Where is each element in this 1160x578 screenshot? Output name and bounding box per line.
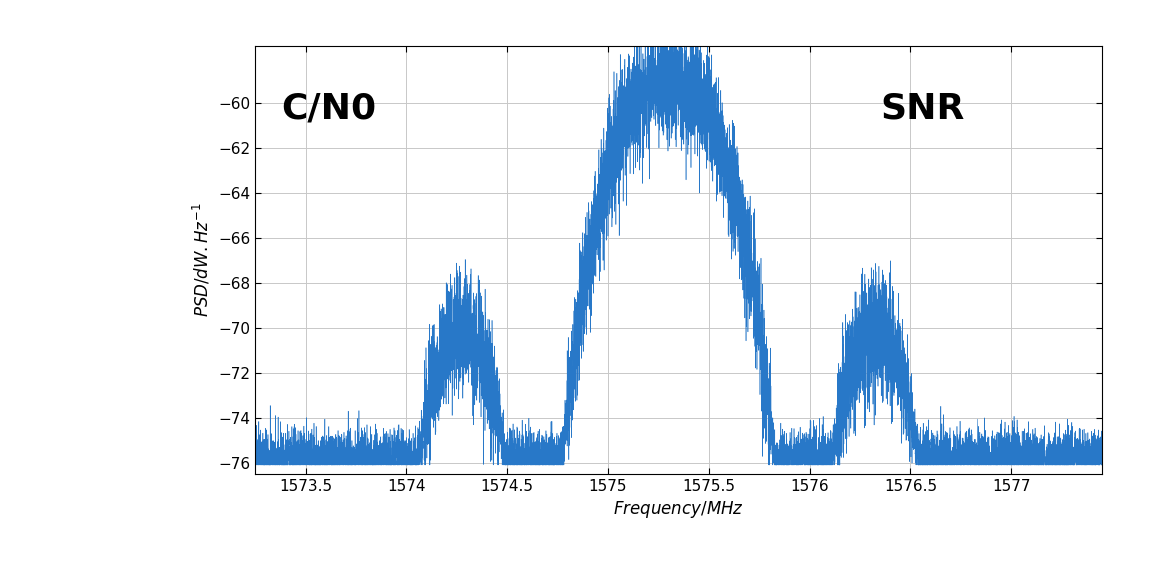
Text: C/N0: C/N0 (282, 91, 377, 125)
X-axis label: Frequency$/MHz$: Frequency$/MHz$ (614, 499, 744, 520)
Y-axis label: PSD$/dW.Hz^{-1}$: PSD$/dW.Hz^{-1}$ (191, 203, 212, 317)
Text: SNR: SNR (880, 91, 965, 125)
